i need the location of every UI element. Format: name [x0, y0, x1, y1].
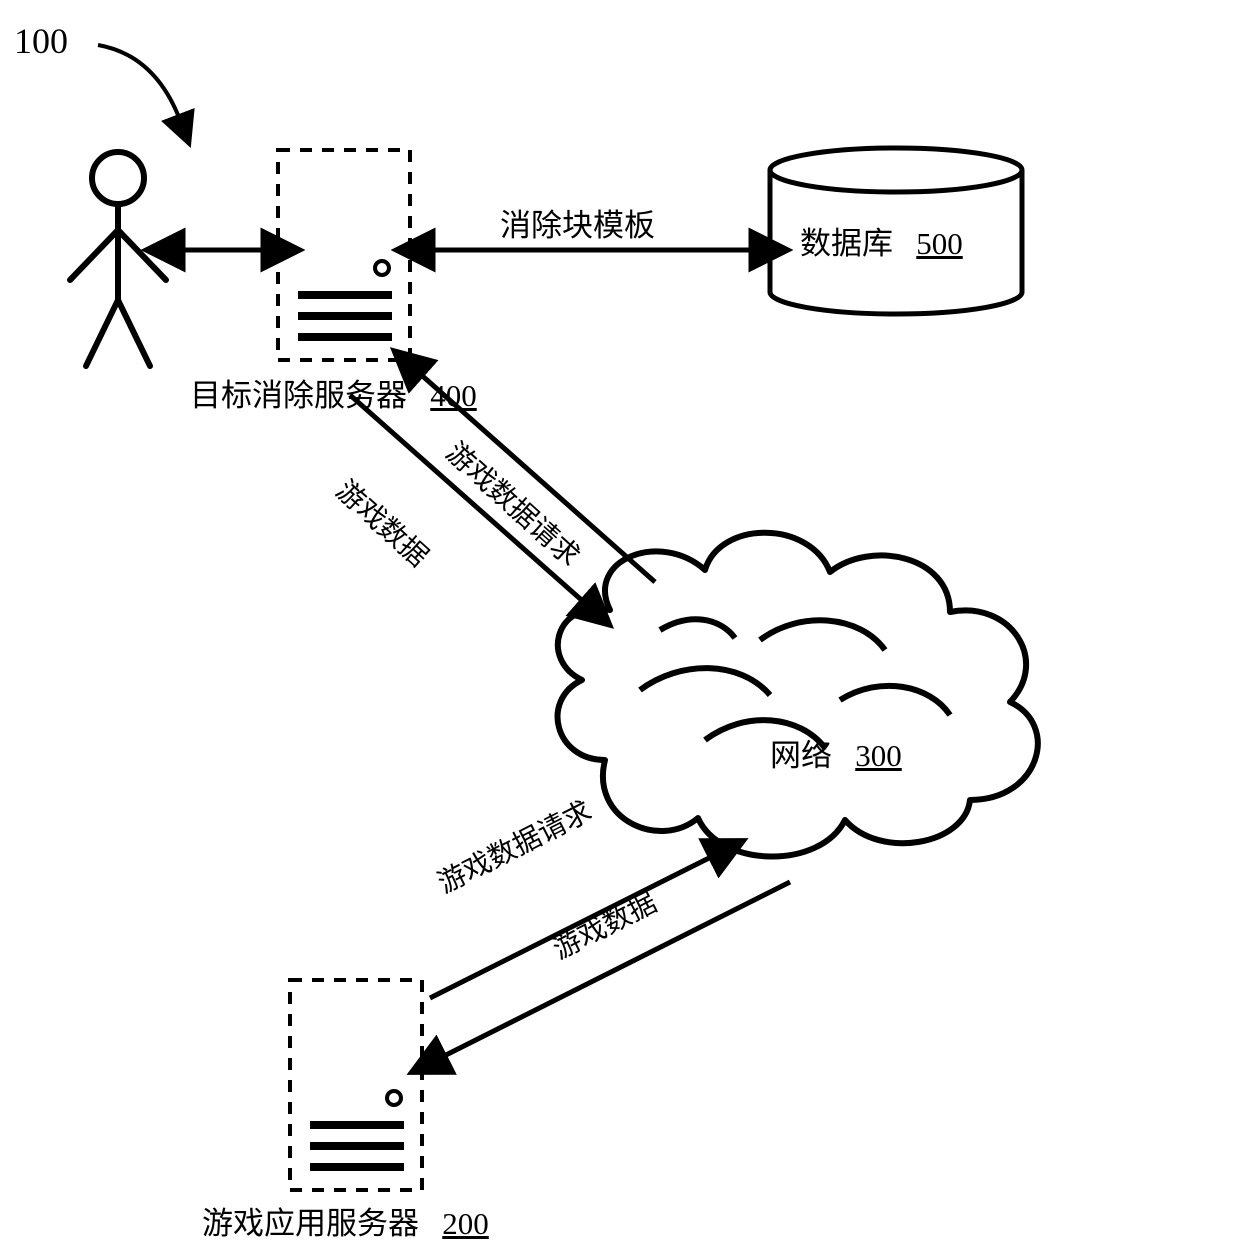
server-400-label: 目标消除服务器 400 — [190, 370, 477, 415]
cloud-300-icon — [558, 533, 1038, 857]
edge-s400-db-label: 消除块模板 — [500, 200, 655, 245]
server-200-text: 游戏应用服务器 — [202, 1206, 419, 1241]
server-400-icon — [278, 150, 410, 360]
ref-arrow — [98, 45, 180, 120]
server-200-icon — [290, 980, 422, 1190]
cloud-300-text: 网络 — [770, 738, 832, 773]
server-400-num: 400 — [430, 378, 477, 413]
cloud-300-label: 网络 300 — [770, 730, 902, 775]
user-icon — [70, 152, 166, 366]
server-200-label: 游戏应用服务器 200 — [202, 1198, 489, 1243]
diagram-svg — [0, 0, 1240, 1249]
cloud-300-num: 300 — [855, 738, 902, 773]
server-400-text: 目标消除服务器 — [190, 378, 407, 413]
db-500-text: 数据库 — [800, 226, 893, 261]
db-500-label: 数据库 500 — [800, 218, 963, 263]
diagram-root: 100 — [0, 0, 1240, 1249]
server-200-num: 200 — [442, 1206, 489, 1241]
db-500-num: 500 — [916, 226, 963, 261]
